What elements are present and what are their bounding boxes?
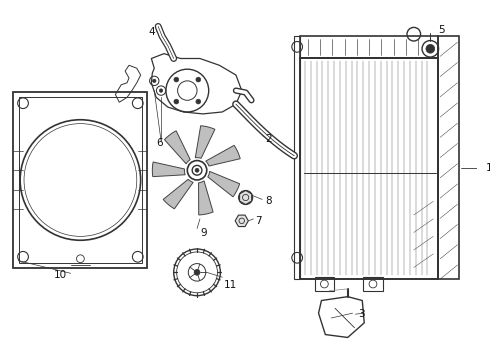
Polygon shape bbox=[196, 126, 215, 158]
Circle shape bbox=[159, 89, 163, 92]
Bar bbox=[300, 36, 438, 58]
Circle shape bbox=[174, 99, 179, 104]
Circle shape bbox=[174, 77, 179, 82]
Polygon shape bbox=[198, 181, 213, 215]
Polygon shape bbox=[163, 179, 193, 209]
Bar bbox=[315, 277, 334, 291]
Polygon shape bbox=[165, 131, 190, 164]
Bar bbox=[294, 36, 300, 279]
Text: 3: 3 bbox=[358, 309, 365, 319]
Bar bbox=[13, 91, 147, 269]
Text: 11: 11 bbox=[224, 280, 238, 290]
Bar bbox=[19, 97, 142, 263]
Text: 9: 9 bbox=[200, 229, 207, 238]
Circle shape bbox=[152, 79, 156, 82]
Circle shape bbox=[196, 77, 201, 82]
Text: 7: 7 bbox=[255, 216, 262, 226]
Circle shape bbox=[196, 99, 201, 104]
Polygon shape bbox=[208, 171, 240, 197]
Text: 8: 8 bbox=[265, 197, 271, 206]
Polygon shape bbox=[206, 145, 240, 166]
Circle shape bbox=[426, 44, 435, 53]
Text: 5: 5 bbox=[438, 25, 445, 35]
Polygon shape bbox=[240, 190, 252, 204]
Polygon shape bbox=[235, 215, 248, 226]
Circle shape bbox=[195, 168, 199, 172]
Text: 6: 6 bbox=[156, 138, 163, 148]
Text: 4: 4 bbox=[148, 27, 155, 37]
Circle shape bbox=[194, 269, 200, 275]
Bar bbox=[300, 58, 438, 279]
Bar bbox=[363, 277, 383, 291]
Circle shape bbox=[192, 165, 202, 175]
Bar bbox=[438, 36, 460, 279]
Text: 1: 1 bbox=[486, 163, 490, 173]
Text: 2: 2 bbox=[265, 134, 271, 144]
Text: 10: 10 bbox=[54, 270, 67, 280]
Polygon shape bbox=[152, 162, 185, 177]
